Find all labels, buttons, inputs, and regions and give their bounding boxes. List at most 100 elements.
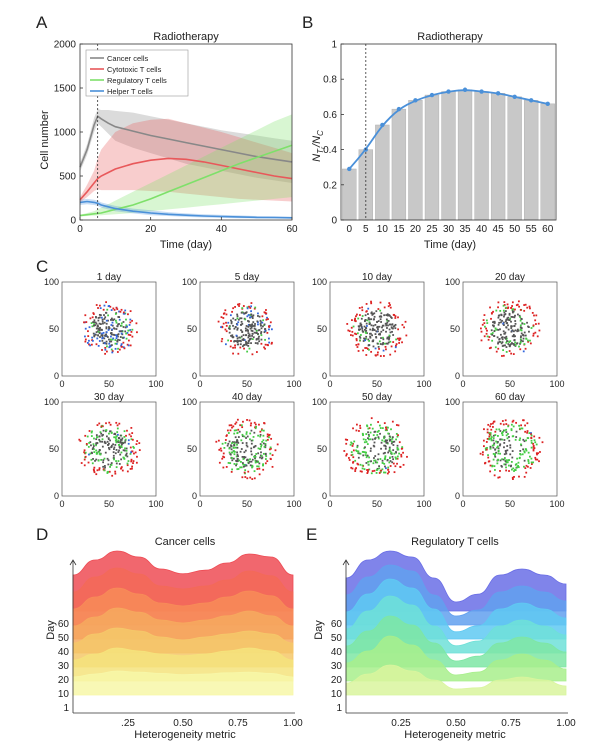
panel-c-cell (529, 467, 532, 469)
panel-c-cell (365, 441, 368, 443)
panel-d-yaxis-arrow (69, 559, 77, 566)
panel-c-cell (119, 453, 122, 456)
panel-c-cell (93, 451, 96, 453)
panel-c-cell (98, 328, 101, 331)
panel-c-cell (487, 454, 489, 457)
panel-c-cell (250, 429, 253, 432)
panel-c-cell (395, 338, 398, 341)
panel-c-cell (500, 314, 503, 317)
panel-c-cell (494, 448, 497, 451)
panel-c-cell (242, 463, 245, 466)
panel-c-cell (232, 346, 234, 349)
panel-c-cell (503, 332, 506, 335)
panel-c-cell (384, 471, 387, 474)
panel-c-cell (389, 353, 392, 356)
panel-c-cell (224, 439, 227, 441)
panel-c-cell (270, 328, 273, 331)
panel-c-cell (508, 436, 510, 438)
panel-c-cell (240, 323, 243, 326)
panel-c-cell (493, 420, 496, 423)
panel-c-cell (108, 448, 111, 451)
panel-c-cell (88, 430, 91, 432)
panel-c-cell (489, 447, 492, 450)
panel-c-cell (521, 322, 524, 325)
panel-c-cell (114, 452, 117, 455)
panel-c-cell (358, 329, 361, 331)
panel-c-cell (384, 345, 387, 348)
panel-c-cell (356, 444, 359, 447)
panel-c-cell (538, 329, 541, 332)
panel-c-cell (98, 467, 101, 470)
panel-c-cell (359, 463, 362, 466)
panel-c-cell (359, 336, 362, 339)
panel-c-cell (251, 335, 253, 337)
panel-c-cell (369, 431, 372, 434)
panel-c-cell (352, 449, 355, 452)
panel-c-cell (227, 432, 230, 434)
panel-b-ytick-3: 0.6 (323, 110, 337, 121)
panel-c-cell (393, 314, 396, 316)
panel-c-cell (359, 424, 362, 427)
panel-c-cell (115, 460, 117, 462)
panel-c-cell (129, 468, 132, 470)
panel-c-cell (532, 448, 535, 451)
panel-c-cell (479, 452, 482, 455)
panel-c-cell (122, 311, 125, 314)
panel-c-cell (378, 315, 381, 318)
panel-c-cell (512, 311, 514, 314)
panel-c-cell (251, 353, 254, 356)
panel-c-cell (217, 320, 220, 323)
panel-c-cell (225, 313, 228, 316)
panel-c-cell (123, 436, 126, 438)
panel-c-cell (262, 464, 264, 467)
panel-c-xtick-4-1: 50 (104, 499, 114, 509)
panel-b-axes (340, 43, 557, 221)
panel-c-cell (240, 466, 243, 469)
panel-c-cell (268, 328, 270, 331)
panel-c-cell (114, 437, 117, 439)
panel-c-cell (384, 455, 387, 458)
panel-c-cell (381, 459, 384, 462)
panel-c-cell (524, 347, 527, 350)
panel-c-cell (389, 304, 391, 306)
panel-c-cell (261, 321, 264, 324)
panel-c-axes-2 (329, 281, 425, 377)
panel-c-cell (84, 455, 87, 458)
panel-c-cell (486, 335, 489, 338)
panel-c-cell (118, 310, 120, 313)
panel-c-cell (360, 470, 363, 473)
panel-c-cell (260, 327, 263, 330)
panel-c-cell (370, 417, 373, 420)
panel-c-cell (241, 307, 244, 309)
panel-c-cell (92, 445, 95, 447)
panel-c-cell (486, 446, 488, 449)
panel-c-cell (392, 341, 395, 343)
panel-c-cell (357, 343, 360, 346)
panel-c-cell (378, 424, 381, 427)
panel-c-cell (367, 463, 370, 466)
panel-c-cell (498, 428, 501, 431)
panel-c-cell (382, 338, 385, 341)
panel-c-cell (499, 309, 502, 312)
panel-c-cell (108, 342, 111, 345)
panel-c-cell (539, 451, 541, 453)
panel-c-cell (111, 350, 114, 353)
panel-c-cell (260, 451, 262, 454)
panel-c-cell (232, 324, 234, 327)
panel-c-cell (394, 317, 397, 319)
panel-c-cell (497, 301, 500, 304)
panel-c-cell (255, 331, 258, 334)
panel-c-cell (374, 323, 377, 326)
panel-c-cell (379, 332, 381, 335)
panel-c-cell (111, 351, 114, 354)
panel-c-xtick-5-1: 50 (242, 499, 252, 509)
panel-c-cell (363, 447, 366, 450)
panel-c-cell (122, 337, 124, 339)
panel-c-cell (127, 329, 130, 332)
panel-c-axes-5 (199, 401, 295, 497)
panel-c-cell (395, 432, 398, 435)
panel-c-cell (356, 423, 358, 426)
panel-c-cell (498, 338, 501, 341)
panel-c-cell (234, 422, 237, 425)
panel-c-cell (98, 316, 101, 319)
